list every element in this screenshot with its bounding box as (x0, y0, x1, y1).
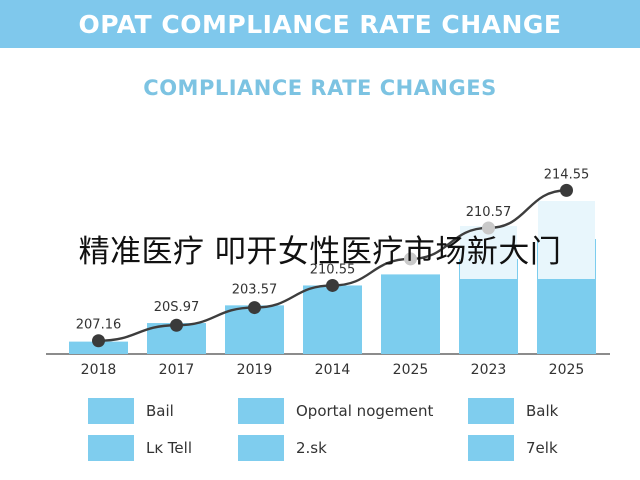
trend-point (560, 183, 573, 197)
trend-point (248, 301, 261, 315)
legend-label: Bail (146, 402, 174, 420)
x-tick-label: 2014 (315, 362, 351, 378)
legend-label: Balk (526, 402, 559, 420)
legend-item: Oportal nogement (238, 398, 433, 424)
data-label: 214.55 (544, 167, 590, 182)
title-banner: OPAT COMPLIANCE RATE CHANGE (0, 0, 640, 48)
trend-point (92, 334, 105, 348)
bar-highlight (538, 201, 595, 279)
legend-item: Lĸ Tell (88, 435, 192, 461)
legend-swatch (238, 435, 284, 461)
trend-point (326, 278, 339, 292)
bar-highlight (460, 226, 517, 279)
chart-title: COMPLIANCE RATE CHANGES (143, 76, 497, 100)
x-tick-label: 2025 (549, 362, 585, 378)
trend-point (404, 252, 417, 266)
legend-swatch (88, 435, 134, 461)
bar (381, 274, 440, 354)
x-tick-label: 2023 (471, 362, 507, 378)
legend-item: 2.sk (238, 435, 327, 461)
overlay-caption: 精准医疗 叩开女性医疗市场新大门 (78, 234, 562, 270)
legend-label: 7elk (526, 439, 558, 457)
legend-swatch (238, 398, 284, 424)
banner-title: OPAT COMPLIANCE RATE CHANGE (78, 9, 562, 39)
data-label: 203.57 (232, 282, 278, 297)
legend-label: 2.sk (296, 439, 327, 457)
legend-item: Balk (468, 398, 558, 424)
bar (303, 285, 362, 354)
data-label: 210.57 (466, 205, 512, 220)
legend-swatch (88, 398, 134, 424)
trend-point (482, 221, 495, 235)
bar (69, 341, 128, 354)
data-label: 210.55 (310, 262, 356, 277)
x-tick-label: 2018 (81, 362, 117, 378)
trend-point (170, 318, 183, 332)
legend-item: Bail (88, 398, 174, 424)
legend-label: Oportal nogement (296, 402, 434, 420)
legend-swatch (468, 435, 514, 461)
legend-swatch (468, 398, 514, 424)
legend-item: 7elk (468, 435, 558, 461)
x-tick-label: 2017 (159, 362, 195, 378)
x-tick-label: 2025 (393, 362, 429, 378)
bar-line-chart: 207.16 20S.97 203.57 210.55 210.57 214.55 2018… (46, 167, 610, 378)
legend-label: Lĸ Tell (146, 439, 192, 457)
data-label: 207.16 (76, 318, 122, 333)
x-tick-label: 2019 (237, 362, 273, 378)
data-label: 20S.97 (154, 300, 199, 315)
